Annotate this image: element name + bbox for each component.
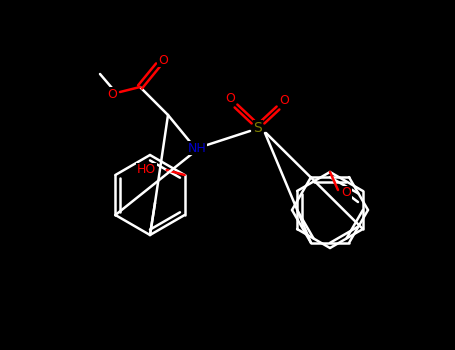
Text: HO: HO [137, 163, 156, 176]
Text: O: O [341, 187, 351, 199]
Text: O: O [279, 94, 289, 107]
Text: O: O [107, 88, 117, 100]
Text: O: O [225, 92, 235, 105]
Text: O: O [158, 54, 168, 66]
Text: S: S [253, 121, 263, 135]
Text: NH: NH [187, 141, 207, 154]
